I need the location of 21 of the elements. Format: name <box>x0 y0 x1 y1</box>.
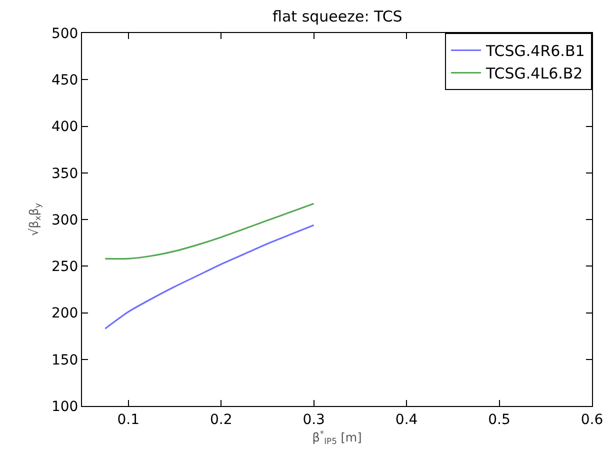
x-tick-label: 0.1 <box>117 412 140 428</box>
line-series <box>104 224 315 330</box>
x-tick-label: 0.5 <box>488 412 510 428</box>
x-tick-label: 0.4 <box>395 412 418 428</box>
x-tick-label: 0.6 <box>580 412 604 428</box>
y-tick-label: 250 <box>51 259 78 276</box>
legend-label: TCSG.4R6.B1 <box>485 42 585 60</box>
y-tick-label: 100 <box>51 398 78 415</box>
y-tick-label: 200 <box>51 306 78 322</box>
x-axis-title: β$^{*}$$_{IP5}$ [m] <box>312 428 362 446</box>
y-tick-label: 150 <box>51 352 78 368</box>
x-tick-label: 0.3 <box>302 412 325 428</box>
chart-title: flat squeeze: TCS <box>272 7 402 26</box>
legend-label: TCSG.4L6.B2 <box>485 64 583 83</box>
line-series <box>104 202 315 260</box>
y-tick-label: 300 <box>51 212 78 228</box>
y-tick-label: 400 <box>51 119 78 136</box>
y-tick-label: 500 <box>51 26 78 42</box>
x-tick-label: 0.2 <box>210 412 232 428</box>
y-tick-label: 350 <box>51 166 78 182</box>
y-tick-label: 450 <box>51 72 78 89</box>
